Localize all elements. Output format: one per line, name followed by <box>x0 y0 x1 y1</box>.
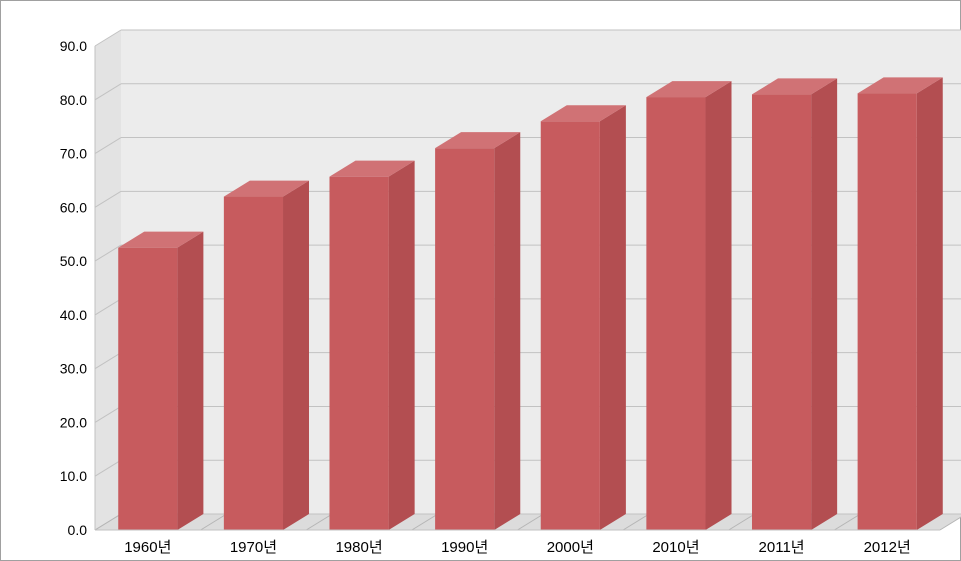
x-axis-tick-label: 2012년 <box>864 539 911 556</box>
bar <box>329 161 414 530</box>
y-axis-tick-label: 60.0 <box>60 199 87 215</box>
x-axis-tick-label: 2000년 <box>547 539 594 556</box>
x-axis-tick-label: 1960년 <box>124 539 171 556</box>
x-axis-tick-label: 1990년 <box>441 539 488 556</box>
bar <box>224 181 309 530</box>
y-axis-tick-label: 20.0 <box>60 414 87 430</box>
bar <box>752 78 837 530</box>
chart-canvas: 0.0 10.0 20.0 30.0 40.0 50.0 60.0 70.0 80.0 90.0 1… <box>0 0 961 561</box>
bar <box>646 81 731 530</box>
bar <box>118 232 203 530</box>
y-axis-tick-label: 10.0 <box>60 468 87 484</box>
x-axis-tick-label: 2011년 <box>759 539 805 556</box>
bar <box>435 132 520 530</box>
x-axis-tick-label: 2010년 <box>652 539 699 556</box>
x-axis-tick-label: 1970년 <box>230 539 277 556</box>
bar-chart: 0.0 10.0 20.0 30.0 40.0 50.0 60.0 70.0 80.0 90.0 1… <box>0 0 961 561</box>
bar <box>858 77 943 530</box>
y-axis-tick-label: 80.0 <box>60 92 87 108</box>
y-axis-tick-label: 30.0 <box>60 361 87 377</box>
y-axis-tick-label: 0.0 <box>68 522 88 538</box>
y-axis-tick-label: 40.0 <box>60 307 87 323</box>
y-axis-tick-label: 70.0 <box>60 146 87 162</box>
x-axis-tick-label: 1980년 <box>335 539 382 556</box>
y-axis-tick-label: 90.0 <box>60 38 87 54</box>
bar <box>541 105 626 530</box>
y-axis-tick-label: 50.0 <box>60 253 87 269</box>
